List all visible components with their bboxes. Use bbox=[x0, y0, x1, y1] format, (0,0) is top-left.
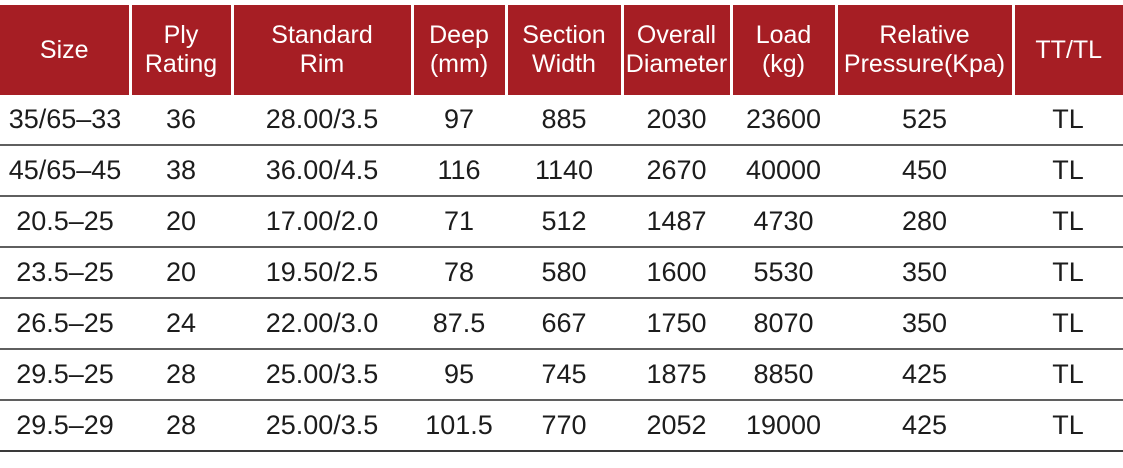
cell-relative-pressure: 350 bbox=[901, 308, 948, 338]
cell-section-width: 1140 bbox=[534, 155, 594, 185]
cell-deep: 87.5 bbox=[432, 308, 486, 338]
table-body: 35/65–33 36 28.00/3.5 97 885 2030 23600 … bbox=[0, 95, 1123, 451]
col-header-size: Size bbox=[0, 5, 130, 95]
cell-deep: 95 bbox=[443, 359, 475, 389]
cell-ply-rating: 24 bbox=[165, 308, 197, 338]
col-header-overall-diameter: Overall Diameter bbox=[620, 5, 731, 95]
col-header-load: Load (kg) bbox=[729, 5, 836, 95]
cell-tt-tl: TL bbox=[1052, 104, 1084, 134]
cell-tt-tl: TL bbox=[1052, 155, 1084, 185]
table-header: Size Ply Rating Standard Rim Deep (mm) S… bbox=[0, 5, 1123, 95]
cell-deep: 101.5 bbox=[425, 410, 493, 440]
cell-ply-rating: 36 bbox=[165, 104, 197, 134]
cell-size: 23.5–25 bbox=[16, 257, 114, 287]
cell-overall-diameter: 1750 bbox=[646, 308, 707, 338]
cell-tt-tl: TL bbox=[1052, 359, 1084, 389]
cell-deep: 116 bbox=[437, 155, 481, 185]
cell-section-width: 667 bbox=[541, 308, 587, 338]
cell-deep: 71 bbox=[443, 206, 475, 236]
table-row: 20.5–25 20 17.00/2.0 71 512 1487 4730 28… bbox=[0, 196, 1123, 247]
cell-relative-pressure: 425 bbox=[901, 359, 948, 389]
cell-standard-rim: 28.00/3.5 bbox=[265, 104, 379, 134]
cell-tt-tl: TL bbox=[1052, 410, 1084, 440]
cell-size: 20.5–25 bbox=[16, 206, 114, 236]
header-row: Size Ply Rating Standard Rim Deep (mm) S… bbox=[0, 5, 1123, 95]
table-row: 29.5–29 28 25.00/3.5 101.5 770 2052 1900… bbox=[0, 400, 1123, 451]
table-row: 26.5–25 24 22.00/3.0 87.5 667 1750 8070 … bbox=[0, 298, 1123, 349]
cell-tt-tl: TL bbox=[1052, 206, 1084, 236]
cell-standard-rim: 17.00/2.0 bbox=[265, 206, 379, 236]
col-header-tt-tl: TT/TL bbox=[1011, 5, 1123, 95]
col-header-relative-pressure: Relative Pressure(Kpa) bbox=[834, 5, 1013, 95]
cell-section-width: 512 bbox=[541, 206, 587, 236]
cell-relative-pressure: 450 bbox=[901, 155, 948, 185]
cell-deep: 78 bbox=[443, 257, 475, 287]
cell-section-width: 770 bbox=[541, 410, 587, 440]
col-header-standard-rim: Standard Rim bbox=[230, 5, 412, 95]
cell-tt-tl: TL bbox=[1052, 308, 1084, 338]
cell-load: 19000 bbox=[745, 410, 822, 440]
cell-overall-diameter: 2670 bbox=[646, 155, 707, 185]
cell-overall-diameter: 1487 bbox=[646, 206, 707, 236]
cell-section-width: 885 bbox=[541, 104, 587, 134]
cell-standard-rim: 36.00/4.5 bbox=[265, 155, 379, 185]
cell-load: 8070 bbox=[753, 308, 814, 338]
cell-load: 5530 bbox=[753, 257, 814, 287]
col-header-ply-rating: Ply Rating bbox=[128, 5, 232, 95]
cell-overall-diameter: 1875 bbox=[646, 359, 707, 389]
cell-load: 4730 bbox=[753, 206, 814, 236]
cell-relative-pressure: 425 bbox=[901, 410, 948, 440]
cell-load: 8850 bbox=[753, 359, 814, 389]
cell-standard-rim: 25.00/3.5 bbox=[265, 410, 379, 440]
cell-ply-rating: 38 bbox=[165, 155, 197, 185]
cell-size: 45/65–45 bbox=[8, 155, 122, 185]
cell-load: 40000 bbox=[745, 155, 822, 185]
table-row: 23.5–25 20 19.50/2.5 78 580 1600 5530 35… bbox=[0, 247, 1123, 298]
cell-overall-diameter: 2052 bbox=[646, 410, 707, 440]
cell-ply-rating: 20 bbox=[165, 257, 197, 287]
cell-ply-rating: 20 bbox=[165, 206, 197, 236]
cell-ply-rating: 28 bbox=[165, 359, 197, 389]
cell-ply-rating: 28 bbox=[165, 410, 197, 440]
cell-relative-pressure: 280 bbox=[901, 206, 948, 236]
cell-size: 35/65–33 bbox=[8, 104, 122, 134]
cell-overall-diameter: 1600 bbox=[646, 257, 707, 287]
cell-tt-tl: TL bbox=[1052, 257, 1084, 287]
cell-load: 23600 bbox=[745, 104, 822, 134]
cell-size: 26.5–25 bbox=[16, 308, 114, 338]
table-row: 45/65–45 38 36.00/4.5 116 1140 2670 4000… bbox=[0, 145, 1123, 196]
cell-section-width: 745 bbox=[541, 359, 587, 389]
cell-relative-pressure: 525 bbox=[901, 104, 948, 134]
cell-standard-rim: 19.50/2.5 bbox=[265, 257, 379, 287]
cell-standard-rim: 22.00/3.0 bbox=[265, 308, 379, 338]
cell-standard-rim: 25.00/3.5 bbox=[265, 359, 379, 389]
table-row: 35/65–33 36 28.00/3.5 97 885 2030 23600 … bbox=[0, 95, 1123, 145]
col-header-section-width: Section Width bbox=[504, 5, 622, 95]
cell-overall-diameter: 2030 bbox=[646, 104, 707, 134]
col-header-deep: Deep (mm) bbox=[410, 5, 506, 95]
tire-spec-table: Size Ply Rating Standard Rim Deep (mm) S… bbox=[0, 5, 1123, 452]
table-row: 29.5–25 28 25.00/3.5 95 745 1875 8850 42… bbox=[0, 349, 1123, 400]
cell-section-width: 580 bbox=[541, 257, 587, 287]
cell-size: 29.5–25 bbox=[16, 359, 114, 389]
cell-size: 29.5–29 bbox=[16, 410, 114, 440]
cell-relative-pressure: 350 bbox=[901, 257, 948, 287]
cell-deep: 97 bbox=[443, 104, 475, 134]
